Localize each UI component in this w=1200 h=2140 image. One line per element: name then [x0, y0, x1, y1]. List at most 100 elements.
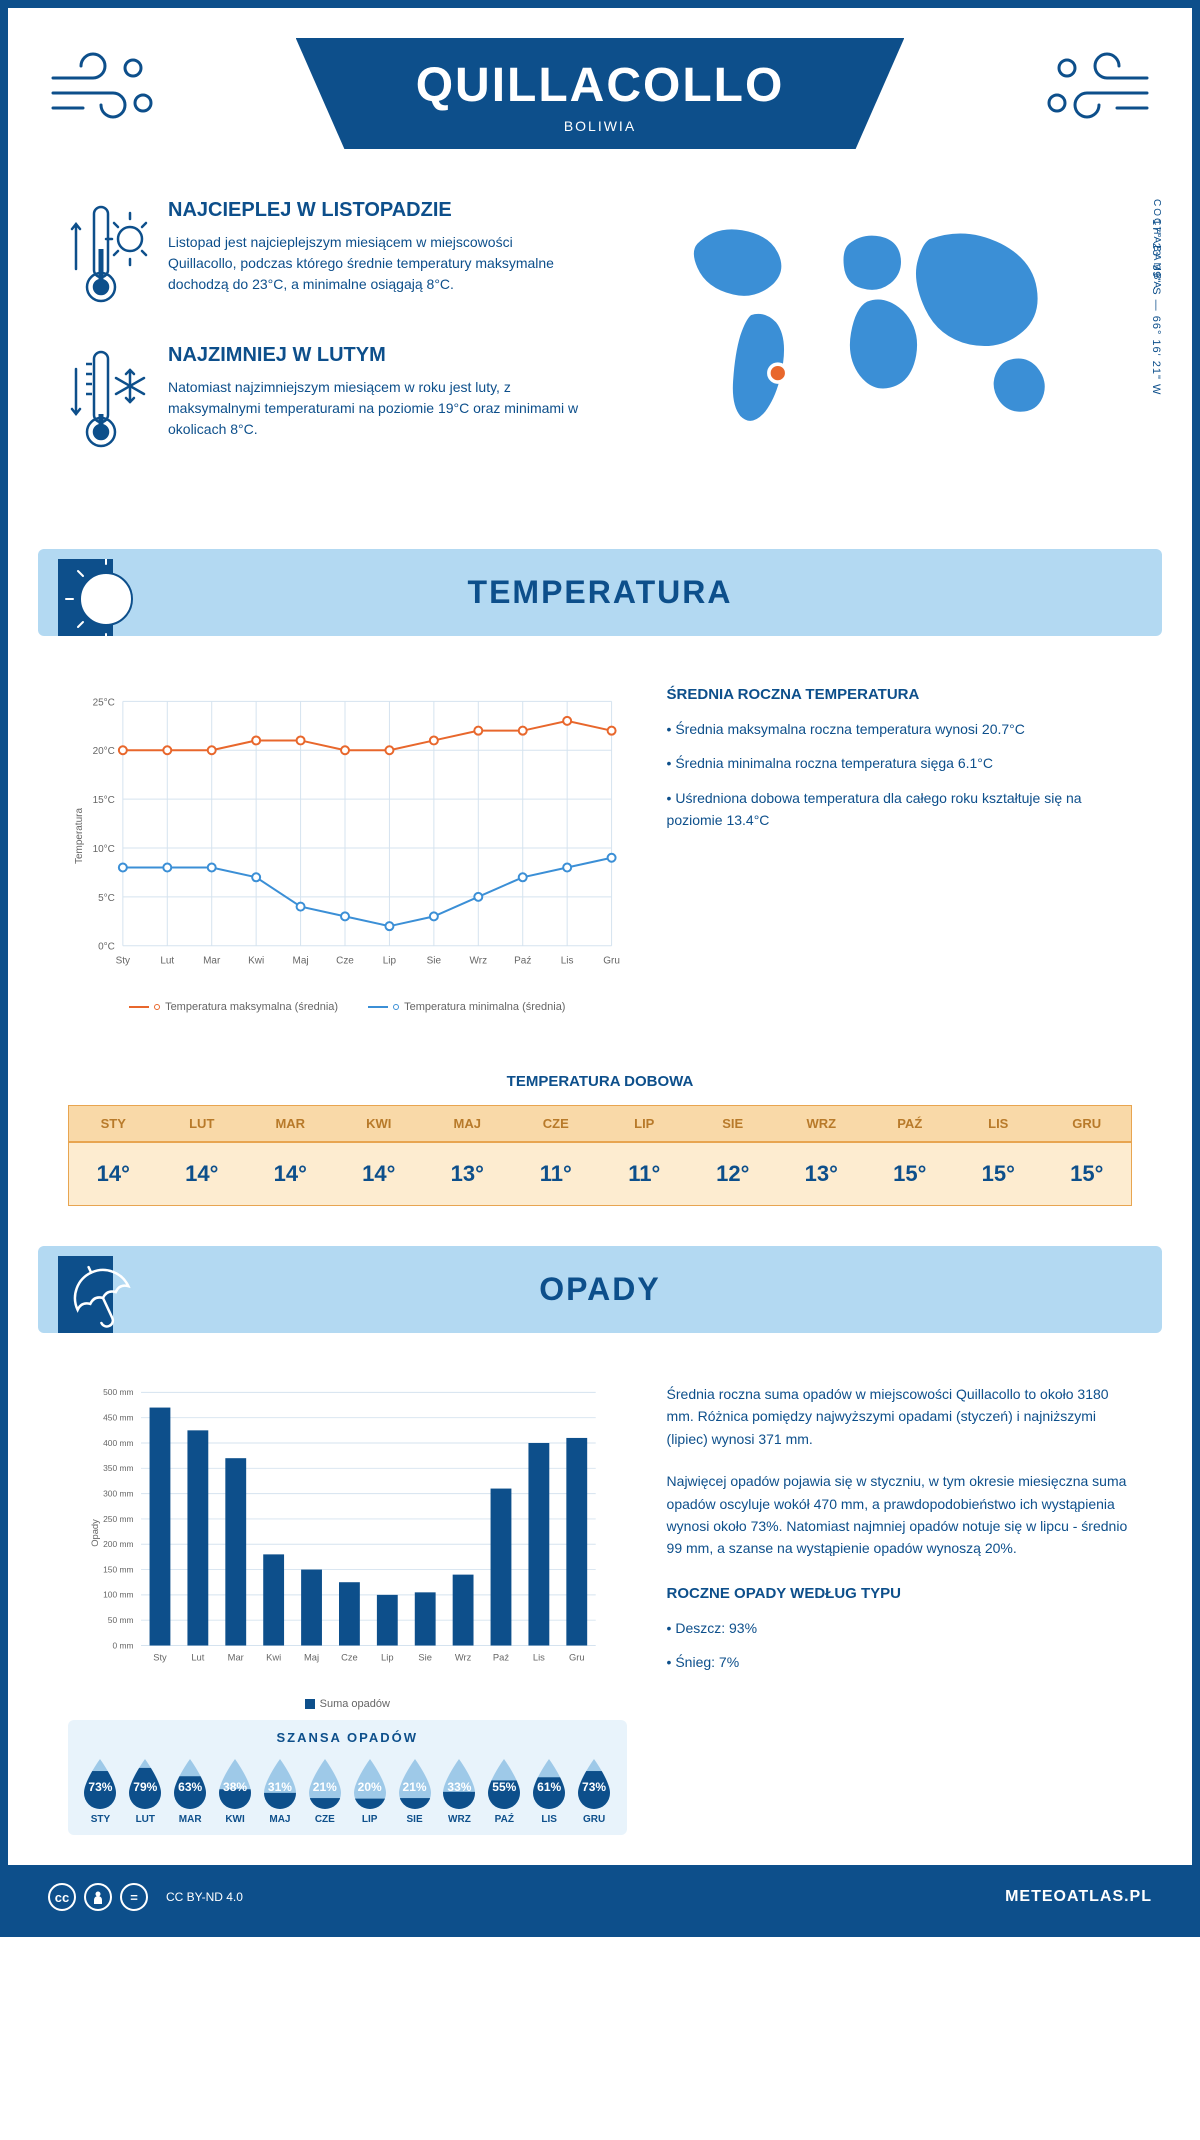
daily-month: SIE: [689, 1106, 778, 1143]
drop-icon: 38%: [214, 1757, 256, 1809]
daily-cell: GRU15°: [1043, 1106, 1132, 1205]
chance-month: KWI: [213, 1814, 258, 1825]
daily-cell: PAŹ15°: [866, 1106, 955, 1205]
header-banner: QUILLACOLLO BOLIWIA: [296, 38, 905, 149]
daily-cell: LIP11°: [600, 1106, 689, 1205]
drop-icon: 63%: [169, 1757, 211, 1809]
wind-icon: [1042, 48, 1152, 133]
daily-month: CZE: [512, 1106, 601, 1143]
daily-value: 12°: [689, 1143, 778, 1205]
svg-text:Lut: Lut: [160, 956, 174, 967]
svg-text:Mar: Mar: [228, 1653, 244, 1663]
daily-value: 13°: [777, 1143, 866, 1205]
warmest-block: NAJCIEPLEJ W LISTOPADZIE Listopad jest n…: [68, 199, 580, 314]
daily-cell: MAJ13°: [423, 1106, 512, 1205]
summary-heading: ŚREDNIA ROCZNA TEMPERATURA: [667, 686, 1132, 703]
daily-month: LIS: [954, 1106, 1043, 1143]
temperature-chart: 0°C5°C10°C15°C20°C25°CStyLutMarKwiMajCze…: [68, 686, 627, 1013]
precipitation-title: OPADY: [38, 1271, 1162, 1308]
umbrella-icon: [58, 1256, 148, 1333]
daily-value: 11°: [512, 1143, 601, 1205]
svg-text:Kwi: Kwi: [266, 1653, 281, 1663]
by-type-heading: ROCZNE OPADY WEDŁUG TYPU: [667, 1585, 1132, 1602]
legend-item: Temperatura maksymalna (średnia): [129, 1001, 338, 1013]
svg-text:5°C: 5°C: [98, 893, 115, 904]
svg-text:250 mm: 250 mm: [103, 1514, 133, 1524]
chance-month: STY: [78, 1814, 123, 1825]
daily-month: MAR: [246, 1106, 335, 1143]
chance-item: 38% KWI: [213, 1757, 258, 1825]
svg-text:Cze: Cze: [341, 1653, 358, 1663]
drop-icon: 61%: [528, 1757, 570, 1809]
daily-cell: STY14°: [69, 1106, 158, 1205]
svg-text:Maj: Maj: [293, 956, 309, 967]
svg-text:Lis: Lis: [533, 1653, 545, 1663]
temperature-summary: ŚREDNIA ROCZNA TEMPERATURA • Średnia mak…: [667, 686, 1132, 1013]
svg-text:Cze: Cze: [336, 956, 354, 967]
nd-icon: =: [120, 1883, 148, 1911]
precipitation-info: Średnia roczna suma opadów w miejscowośc…: [667, 1383, 1132, 1835]
svg-text:Kwi: Kwi: [248, 956, 264, 967]
warmest-heading: NAJCIEPLEJ W LISTOPADZIE: [168, 199, 580, 222]
daily-month: STY: [69, 1106, 158, 1143]
chance-item: 21% SIE: [392, 1757, 437, 1825]
daily-cell: KWI14°: [335, 1106, 424, 1205]
chance-title: SZANSA OPADÓW: [78, 1730, 617, 1745]
daily-cell: SIE12°: [689, 1106, 778, 1205]
svg-text:Sie: Sie: [427, 956, 442, 967]
daily-value: 15°: [866, 1143, 955, 1205]
footer: cc = CC BY-ND 4.0 METEOATLAS.PL: [8, 1865, 1192, 1929]
drop-icon: 21%: [304, 1757, 346, 1809]
drop-icon: 33%: [438, 1757, 480, 1809]
by-type-item: • Śnieg: 7%: [667, 1651, 1132, 1673]
svg-text:50 mm: 50 mm: [108, 1615, 134, 1625]
precip-para-1: Średnia roczna suma opadów w miejscowośc…: [667, 1383, 1132, 1450]
precipitation-section: 0 mm50 mm100 mm150 mm200 mm250 mm300 mm3…: [8, 1353, 1192, 1865]
precip-legend-label: Suma opadów: [320, 1698, 390, 1710]
chance-month: SIE: [392, 1814, 437, 1825]
chance-item: 63% MAR: [168, 1757, 213, 1825]
svg-text:Wrz: Wrz: [470, 956, 488, 967]
coldest-block: NAJZIMNIEJ W LUTYM Natomiast najzimniejs…: [68, 344, 580, 459]
intro-section: NAJCIEPLEJ W LISTOPADZIE Listopad jest n…: [8, 199, 1192, 529]
svg-text:Temperatura: Temperatura: [74, 808, 85, 864]
daily-month: GRU: [1043, 1106, 1132, 1143]
thermometer-hot-icon: [68, 199, 148, 314]
location-marker-icon: [769, 364, 787, 382]
svg-text:Sie: Sie: [418, 1653, 432, 1663]
chance-month: CZE: [302, 1814, 347, 1825]
summary-item: • Uśredniona dobowa temperatura dla całe…: [667, 787, 1132, 832]
chance-month: WRZ: [437, 1814, 482, 1825]
by-icon: [84, 1883, 112, 1911]
svg-text:200 mm: 200 mm: [103, 1539, 133, 1549]
svg-text:400 mm: 400 mm: [103, 1438, 133, 1448]
svg-text:Gru: Gru: [603, 956, 620, 967]
temperature-legend: Temperatura maksymalna (średnia)Temperat…: [68, 1001, 627, 1013]
world-map-container: COCHABAMBA 17° 23' 39" S — 66° 16' 21" W: [620, 199, 1132, 489]
svg-text:Lip: Lip: [383, 956, 397, 967]
daily-month: WRZ: [777, 1106, 866, 1143]
coldest-body: Natomiast najzimniejszym miesiącem w rok…: [168, 377, 580, 440]
sun-icon: [58, 559, 148, 636]
summary-item: • Średnia maksymalna roczna temperatura …: [667, 718, 1132, 740]
svg-text:10°C: 10°C: [93, 844, 115, 855]
svg-text:500 mm: 500 mm: [103, 1387, 133, 1397]
chance-item: 79% LUT: [123, 1757, 168, 1825]
country-name: BOLIWIA: [416, 118, 785, 134]
chance-item: 55% PAŹ: [482, 1757, 527, 1825]
license-block: cc = CC BY-ND 4.0: [48, 1883, 243, 1911]
drop-icon: 79%: [124, 1757, 166, 1809]
chance-item: 31% MAJ: [258, 1757, 303, 1825]
svg-text:350 mm: 350 mm: [103, 1463, 133, 1473]
daily-value: 14°: [69, 1143, 158, 1205]
chance-item: 21% CZE: [302, 1757, 347, 1825]
cc-icon: cc: [48, 1883, 76, 1911]
svg-text:150 mm: 150 mm: [103, 1564, 133, 1574]
by-type-item: • Deszcz: 93%: [667, 1617, 1132, 1639]
precipitation-chart: 0 mm50 mm100 mm150 mm200 mm250 mm300 mm3…: [68, 1383, 627, 1835]
drop-icon: 31%: [259, 1757, 301, 1809]
svg-text:100 mm: 100 mm: [103, 1590, 133, 1600]
svg-text:Paź: Paź: [514, 956, 531, 967]
daily-month: PAŹ: [866, 1106, 955, 1143]
daily-cell: WRZ13°: [777, 1106, 866, 1205]
